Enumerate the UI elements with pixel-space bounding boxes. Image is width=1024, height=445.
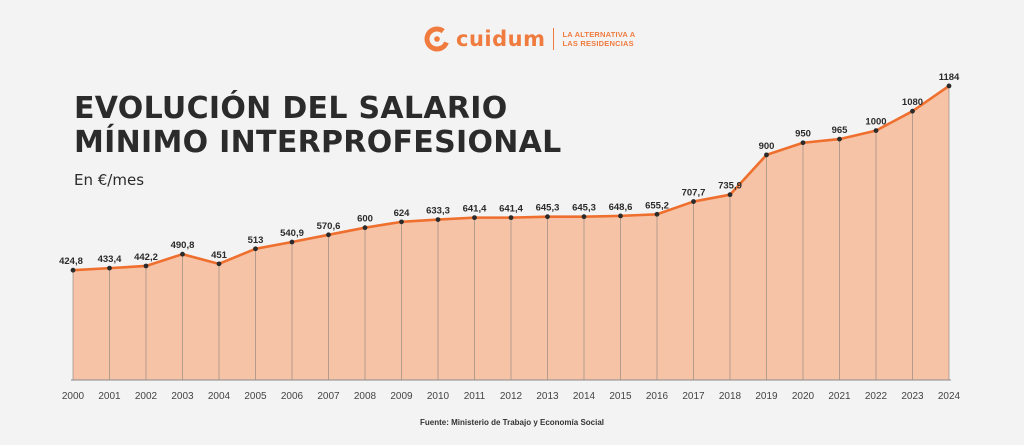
data-label: 641,4 [499, 204, 523, 215]
data-point [399, 219, 404, 225]
x-tick-label: 2006 [281, 391, 304, 402]
data-label: 1184 [939, 72, 960, 83]
data-label: 900 [759, 141, 775, 152]
data-label: 513 [248, 235, 264, 246]
x-tick-label: 2022 [865, 391, 888, 402]
x-tick-label: 2007 [317, 391, 340, 402]
x-tick-label: 2012 [500, 391, 523, 402]
data-label: 648,6 [609, 202, 633, 213]
data-point [180, 251, 185, 257]
x-tick-label: 2023 [901, 391, 924, 402]
data-point [289, 239, 295, 245]
data-label: 1080 [902, 97, 923, 108]
data-point [107, 265, 112, 271]
x-tick-label: 2021 [828, 391, 851, 402]
x-tick-label: 2002 [135, 391, 158, 402]
brand-divider [553, 28, 555, 50]
data-point [435, 217, 441, 222]
x-tick-label: 2013 [536, 391, 559, 402]
x-tick-label: 2005 [244, 391, 267, 402]
data-label: 624 [394, 208, 411, 219]
data-label: 641,4 [463, 204, 487, 215]
data-point [618, 213, 623, 219]
data-point [764, 152, 769, 158]
brand-logo: cuidum LA ALTERNATIVA A LAS RESIDENCIAS [424, 24, 635, 54]
data-point [472, 215, 477, 221]
data-point [800, 140, 806, 146]
data-label: 735,9 [718, 181, 742, 192]
x-tick-label: 2009 [390, 391, 413, 402]
brand-tagline: LA ALTERNATIVA A LAS RESIDENCIAS [562, 30, 635, 48]
chart-subtitle: En €/mes [74, 171, 145, 189]
data-point [873, 128, 879, 134]
brand-tagline-line1: LA ALTERNATIVA A [562, 30, 636, 39]
data-label: 451 [211, 250, 228, 261]
source-note: Fuente: Ministerio de Trabajo y Economía… [419, 418, 605, 427]
chart-title-line1: EVOLUCIÓN DEL SALARIO [74, 91, 508, 126]
data-point [253, 246, 258, 252]
x-tick-label: 2003 [171, 391, 194, 402]
data-point [70, 267, 76, 273]
data-label: 424,8 [59, 256, 83, 267]
data-point [545, 214, 550, 220]
chart-title-line2: MÍNIMO INTERPROFESIONAL [74, 125, 562, 160]
data-label: 600 [357, 214, 373, 225]
data-label: 433,4 [98, 254, 122, 265]
data-label: 490,8 [171, 240, 195, 251]
cuidum-logo-icon [424, 26, 450, 52]
x-tick-label: 2008 [354, 391, 377, 402]
x-tick-label: 2024 [938, 391, 961, 402]
data-point [910, 108, 915, 114]
data-label: 965 [832, 125, 849, 136]
data-point [581, 214, 587, 220]
data-point [946, 83, 952, 89]
data-label: 442,2 [134, 252, 158, 263]
data-point [143, 263, 149, 269]
x-tick-label: 2018 [719, 391, 742, 402]
data-point [362, 225, 368, 231]
data-label: 655,2 [645, 200, 669, 211]
data-label: 540,9 [280, 228, 304, 239]
data-point [326, 232, 331, 238]
x-tick-label: 2004 [208, 391, 231, 402]
data-point [691, 199, 696, 204]
x-tick-label: 2014 [573, 391, 596, 402]
data-label: 1000 [865, 117, 886, 128]
x-tick-label: 2010 [427, 391, 450, 402]
x-tick-label: 2020 [792, 391, 815, 402]
x-tick-label: 2015 [609, 391, 632, 402]
data-label: 950 [795, 129, 811, 140]
data-point [837, 136, 842, 142]
data-label: 633,3 [426, 206, 450, 217]
brand-tagline-line2: LAS RESIDENCIAS [562, 39, 634, 48]
chart-title: EVOLUCIÓN DEL SALARIO MÍNIMO INTERPROFES… [74, 92, 562, 160]
data-label: 645,3 [536, 203, 560, 214]
x-tick-label: 2001 [98, 391, 121, 402]
x-tick-label: 2019 [755, 391, 778, 402]
data-point [654, 211, 660, 217]
brand-name: cuidum [456, 27, 546, 51]
data-label: 645,3 [572, 203, 596, 214]
x-tick-label: 2000 [62, 391, 85, 402]
x-tick-label: 2016 [646, 391, 669, 402]
data-label: 707,7 [682, 188, 706, 199]
data-point [727, 192, 733, 198]
data-label: 570,6 [317, 221, 341, 232]
x-tick-label: 2017 [682, 391, 705, 402]
x-tick-label: 2011 [464, 391, 486, 402]
data-point [216, 261, 222, 267]
data-point [508, 215, 514, 221]
